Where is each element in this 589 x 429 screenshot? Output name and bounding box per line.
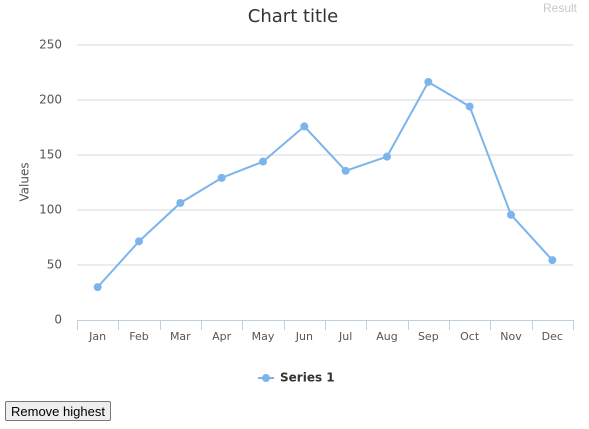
data-point [300, 122, 309, 131]
result-label: Result [542, 1, 577, 15]
x-tick-label: Jan [88, 330, 106, 343]
data-point [465, 102, 474, 111]
series-line [96, 80, 554, 288]
y-tick-label: 50 [47, 258, 62, 272]
x-tick-label: Aug [376, 330, 397, 343]
legend-marker [262, 374, 270, 382]
y-axis-title: Values [18, 162, 32, 201]
x-tick-label: Apr [212, 330, 232, 343]
x-tick-label: May [252, 330, 275, 343]
legend-label: Series 1 [280, 371, 335, 385]
data-point [93, 283, 102, 292]
y-tick-label: 100 [39, 203, 62, 217]
data-point [176, 198, 185, 207]
remove-highest-button[interactable]: Remove highest [5, 401, 111, 421]
x-tick-label: Feb [129, 330, 148, 343]
x-tick-label: Oct [460, 330, 480, 343]
x-tick-label: Nov [500, 330, 522, 343]
data-point [217, 173, 226, 182]
y-tick-label: 150 [39, 148, 62, 162]
x-tick-label: Dec [542, 330, 563, 343]
chart-title: Chart title [248, 6, 338, 27]
x-tick-label: Jul [338, 330, 352, 343]
data-point [383, 152, 391, 161]
data-point [259, 157, 267, 166]
y-tick-label: 200 [39, 93, 62, 107]
data-point [424, 77, 433, 86]
data-point [507, 210, 515, 219]
y-tick-label: 0 [54, 313, 62, 327]
chart: Chart title Values 0 50 100 150 200 250 Jan Feb… [18, 6, 574, 385]
data-point [341, 166, 350, 175]
x-tick-label: Sep [418, 330, 439, 343]
data-point [135, 237, 143, 246]
y-tick-label: 250 [39, 38, 62, 52]
data-point [548, 256, 557, 265]
x-tick-label: Mar [170, 330, 191, 343]
x-tick-label: Jun [295, 330, 313, 343]
